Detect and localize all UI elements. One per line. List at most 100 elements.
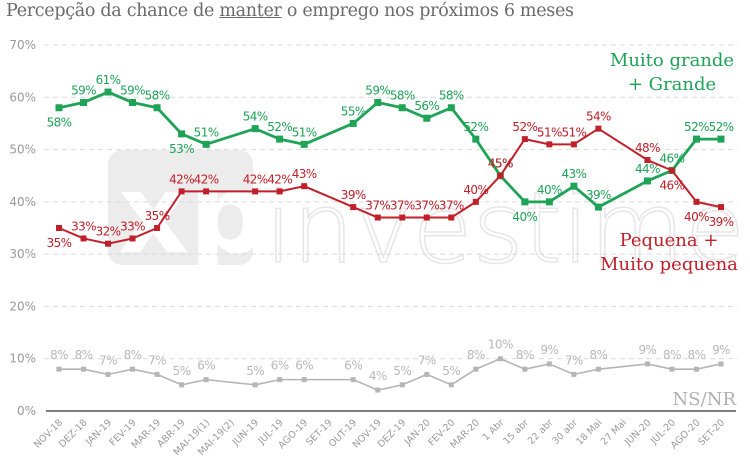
data-point: [570, 141, 577, 148]
data-label: 5%: [246, 364, 264, 378]
x-tick-label: 18 Mai: [574, 417, 604, 447]
data-point: [595, 125, 602, 132]
data-point: [130, 366, 136, 372]
chart-title: Percepção da chance de manter o emprego …: [6, 1, 574, 21]
data-label: 4%: [369, 369, 387, 383]
data-point: [56, 366, 62, 372]
x-axis: NOV-18DEZ-18JAN-19FEV-19MAR-19ABR-19MAI-…: [32, 417, 727, 458]
data-label: 51%: [537, 125, 562, 139]
data-label: 7%: [148, 353, 166, 367]
x-tick-label: JUN-19: [230, 417, 261, 448]
data-label: 42%: [169, 172, 194, 186]
data-label: 37%: [390, 199, 415, 213]
data-label: 10%: [488, 338, 513, 352]
data-point: [80, 99, 88, 107]
data-point: [693, 198, 700, 205]
data-point: [179, 382, 185, 388]
data-label: 9%: [712, 343, 730, 357]
data-label: 58%: [439, 89, 464, 103]
data-point: [349, 119, 357, 127]
data-label: 58%: [47, 116, 72, 130]
data-point: [693, 366, 699, 372]
data-label: 5%: [442, 364, 460, 378]
data-point: [105, 371, 111, 377]
data-label: 32%: [96, 225, 121, 239]
data-label: 8%: [75, 348, 93, 362]
data-point: [56, 225, 62, 231]
data-label: 59%: [120, 84, 145, 98]
data-label: 39%: [709, 215, 734, 229]
data-label: 59%: [365, 84, 390, 98]
y-tick-label: 20%: [9, 299, 36, 313]
data-point: [522, 366, 528, 372]
data-label: 59%: [71, 84, 96, 98]
data-label: 33%: [120, 219, 145, 233]
y-tick-label: 50%: [9, 143, 36, 157]
y-tick-label: 60%: [9, 90, 36, 104]
data-point: [202, 140, 210, 148]
data-point: [252, 382, 258, 388]
data-point: [203, 188, 210, 195]
data-point: [178, 130, 186, 138]
data-label: 7%: [565, 353, 583, 367]
data-point: [276, 188, 283, 195]
data-point: [399, 214, 406, 221]
data-point: [668, 167, 675, 174]
data-point: [423, 214, 430, 221]
data-point: [55, 104, 63, 112]
data-point: [399, 382, 405, 388]
data-point: [473, 366, 479, 372]
data-label: 8%: [688, 348, 706, 362]
data-point: [129, 99, 137, 107]
watermark-text: investimentos: [265, 172, 750, 286]
x-tick-label: JUN-20: [622, 417, 653, 448]
y-tick-label: 40%: [9, 195, 36, 209]
watermark-brand: xp: [118, 150, 268, 278]
data-label: 35%: [145, 209, 170, 223]
data-point: [251, 125, 259, 133]
data-label: 5%: [393, 364, 411, 378]
data-label: 8%: [516, 348, 534, 362]
data-label: 8%: [124, 348, 142, 362]
data-point: [545, 198, 553, 206]
legend-label: Muito pequena: [600, 254, 738, 275]
data-point: [546, 361, 552, 367]
data-point: [546, 141, 553, 148]
data-label: 52%: [267, 120, 292, 134]
data-label: 40%: [463, 183, 488, 197]
data-label: 46%: [660, 178, 685, 192]
data-label: 37%: [365, 199, 390, 213]
x-tick-label: 15 abr: [501, 417, 531, 447]
data-label: 52%: [709, 120, 734, 134]
data-label: 37%: [414, 199, 439, 213]
y-tick-label: 0%: [17, 404, 36, 418]
data-point: [718, 361, 724, 367]
data-point: [154, 225, 161, 231]
data-label: 5%: [173, 364, 191, 378]
series-ns-nr: 8% 8% 7% 8% 7%5% 6% 5% 6% 6% 6%4% 5%7%5%8%10%8% 9%7…: [50, 338, 731, 393]
data-label: 44%: [635, 162, 660, 176]
data-point: [252, 188, 259, 195]
data-label: 43%: [292, 167, 317, 181]
data-label: 8%: [467, 348, 485, 362]
y-axis: 0% 10% 20% 30% 40% 50% 60% 70%: [9, 38, 736, 418]
data-label: 42%: [243, 172, 268, 186]
data-label: 51%: [561, 125, 586, 139]
data-label: 58%: [145, 89, 170, 103]
data-label: 40%: [512, 210, 537, 224]
data-point: [447, 104, 455, 112]
data-label: 6%: [271, 359, 289, 373]
data-point: [594, 203, 602, 211]
data-point: [571, 371, 577, 377]
data-point: [718, 204, 724, 211]
data-label: 9%: [639, 343, 657, 357]
data-label: 39%: [341, 188, 366, 202]
data-point: [300, 140, 308, 148]
data-point: [643, 177, 651, 185]
data-point: [129, 235, 136, 242]
data-label: 52%: [463, 120, 488, 134]
data-label: 53%: [169, 142, 194, 156]
data-label: 40%: [537, 183, 562, 197]
data-point: [497, 356, 503, 362]
data-point: [669, 366, 675, 372]
